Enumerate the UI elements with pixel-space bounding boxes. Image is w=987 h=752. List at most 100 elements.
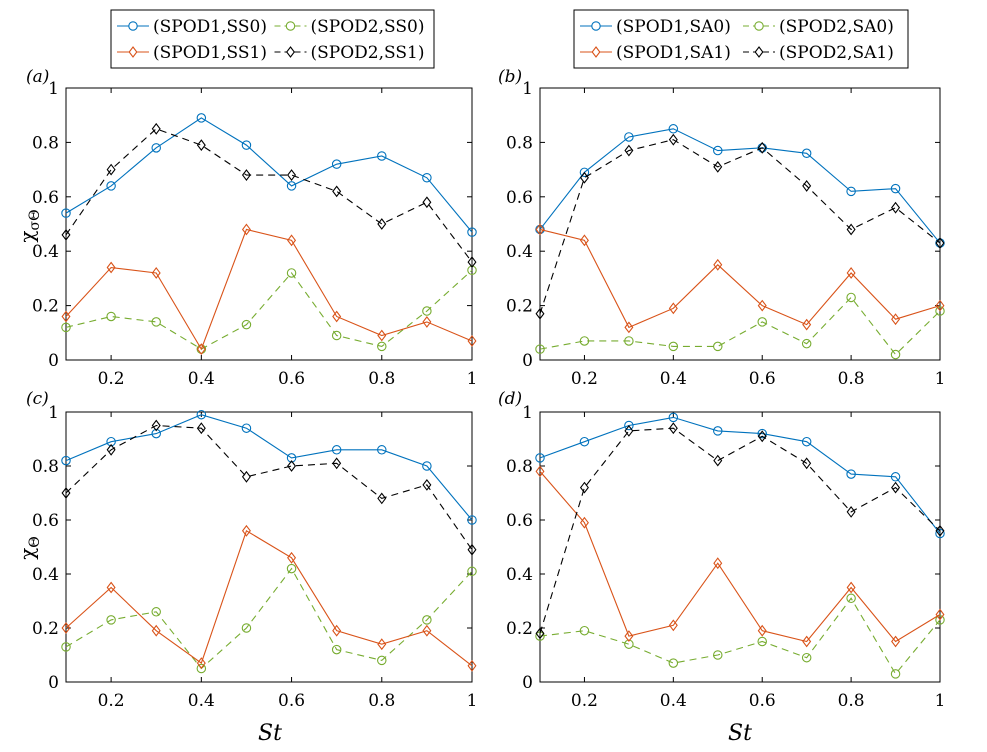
legend-marker [591,46,601,58]
data-point [624,424,634,437]
x-tick-label: 0.6 [278,369,305,389]
data-point [579,171,589,184]
data-point [467,265,477,275]
x-axis-label-d: St [728,721,752,746]
y-tick-label: 0 [48,673,59,693]
data-point [935,299,945,312]
data-point [331,445,342,455]
data-point [668,412,679,423]
data-point [846,593,856,604]
data-point [196,657,206,670]
data-point [891,313,901,326]
data-point [713,160,723,173]
data-point [332,185,342,198]
series-line [539,427,941,634]
data-point [935,237,945,249]
legend-marker [591,21,601,31]
y-axis-label-top-sub: σΘ [27,209,43,230]
data-point [61,208,71,218]
panel-label-c: (c) [26,389,49,409]
x-tick-label: 0.4 [188,691,215,711]
data-point [801,436,812,447]
series-line [65,228,473,351]
plot-area [65,411,473,683]
y-tick-label: 0.4 [32,242,59,262]
data-point [61,322,71,333]
series-spod1-ss0 [61,113,477,237]
data-point [668,422,678,435]
legend-marker [128,46,138,58]
x-tick-label: 0.6 [278,691,305,711]
data-point [467,256,477,268]
data-point [891,201,901,214]
data-point [61,487,71,499]
data-point [713,650,723,660]
data-point [331,644,342,655]
y-tick-label: 0.2 [506,619,533,639]
data-point [196,663,207,674]
series-line [65,424,473,551]
data-point [624,420,634,431]
data-point [467,227,477,237]
data-point [106,311,116,322]
y-tick-label: 0.8 [32,457,59,477]
legend-box [573,9,909,69]
data-point [579,516,589,529]
legend-entry: (SPOD1,SS1) [117,43,267,63]
data-point [61,455,71,466]
y-tick-label: 0.4 [32,565,59,585]
data-point [377,341,387,352]
legend-box [110,9,435,69]
data-point [846,469,856,479]
series-spod2-sa1 [535,422,945,640]
x-tick-label: 0.2 [571,691,598,711]
y-tick-label: 0.6 [506,188,533,208]
series-spod2-sa1 [535,133,945,320]
data-point [151,428,161,439]
y-tick-label: 0 [522,673,533,693]
series-spod2-ss1 [61,122,477,268]
data-point [535,344,545,354]
legend-marker [754,46,764,58]
data-point [61,622,71,634]
y-tick-label: 0.6 [32,511,59,531]
legend-label: (SPOD2,SS1) [311,43,425,63]
data-point [935,524,945,537]
series-line [65,269,473,350]
data-point [151,607,161,617]
series-line [539,139,941,314]
y-tick-label: 1 [522,79,533,99]
data-point [757,430,767,443]
data-point [801,652,812,663]
data-point [668,133,678,146]
data-point [467,335,477,347]
x-axis-label-c: St [258,721,282,746]
series-spod1-sa1 [535,465,945,648]
data-point [668,124,679,134]
y-axis-label-top: χσΘ [15,209,43,242]
data-point [757,317,767,327]
x-tick-label: 1 [935,691,946,711]
data-point [713,145,723,156]
legend-entry: (SPOD2,SA0) [743,17,894,37]
y-tick-label: 0 [48,351,59,371]
data-point [668,658,679,668]
series-line [539,228,941,329]
series-line [539,416,941,534]
data-point [890,183,901,194]
y-tick-label: 1 [48,403,59,423]
series-spod1-sa0 [535,412,945,539]
x-tick-label: 0.4 [660,369,687,389]
data-point [891,635,901,648]
x-tick-label: 0.8 [368,691,395,711]
data-point [241,169,251,181]
x-tick-label: 0.2 [98,691,125,711]
series-line [539,128,941,244]
y-axis-label-bottom-sub: Θ [27,536,43,547]
data-point [286,268,297,278]
data-point [579,336,590,346]
y-tick-label: 0.6 [32,188,59,208]
data-point [801,148,812,159]
data-point [668,302,678,315]
